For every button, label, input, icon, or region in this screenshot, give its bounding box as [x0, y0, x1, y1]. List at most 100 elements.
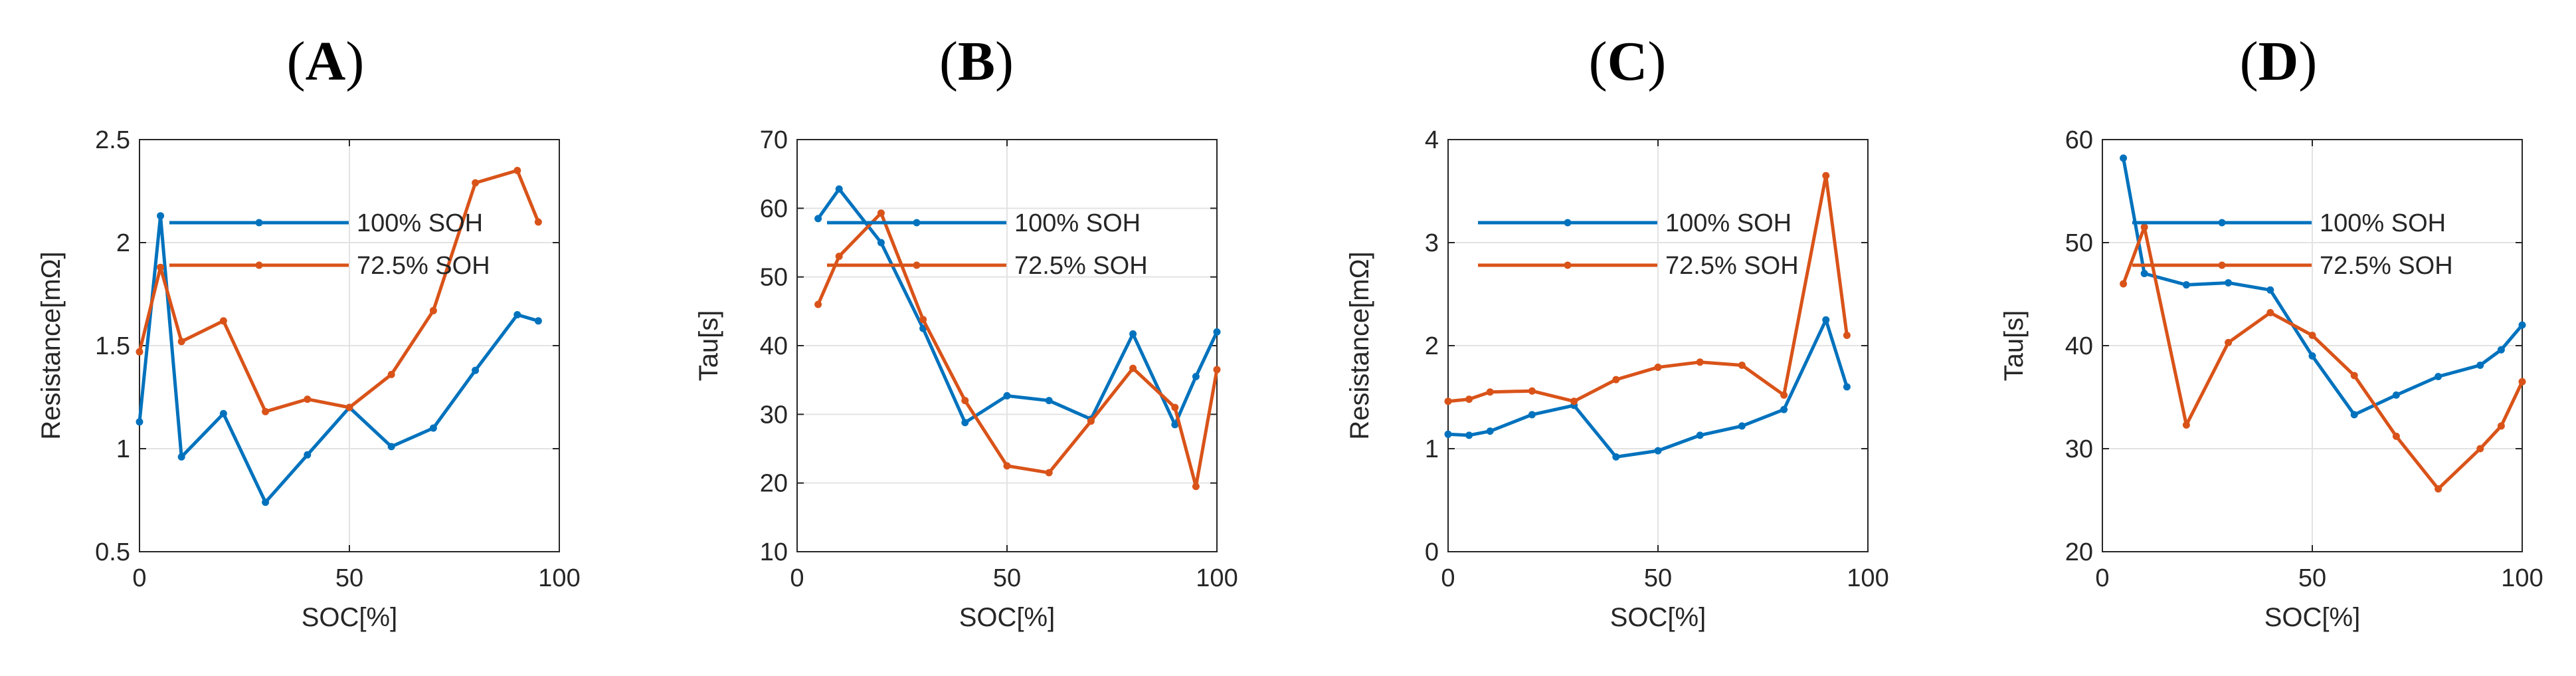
series-72-5-soh — [2120, 223, 2526, 493]
legend-label: 72.5% SOH — [357, 252, 490, 280]
data-point — [472, 366, 480, 374]
data-point — [835, 253, 843, 261]
y-tick-label: 40 — [2065, 332, 2093, 360]
data-point — [877, 239, 885, 247]
legend-label: 72.5% SOH — [1014, 252, 1148, 280]
chart-panel-d: (D) 0 50 100 20 30 40 50 60 SOC[%] Tau[s] 100% SOH 7… — [1999, 31, 2543, 632]
y-tick-label: 3 — [1425, 229, 1439, 257]
legend-marker — [1564, 219, 1572, 227]
data-point — [1696, 431, 1704, 439]
series-72-5-soh — [136, 167, 542, 415]
data-point — [835, 185, 843, 193]
x-tick-label: 0 — [2095, 564, 2109, 592]
data-point — [1528, 387, 1536, 395]
y-tick-label: 30 — [760, 401, 788, 429]
panel-title: (C) — [1589, 31, 1667, 92]
data-point — [1780, 405, 1788, 413]
data-point — [177, 453, 185, 461]
y-axis-label: Resistance[mΩ] — [1345, 251, 1374, 439]
x-axis-label: SOC[%] — [1610, 603, 1706, 632]
x-tick-label: 100 — [1847, 564, 1888, 592]
legend: 100% SOH 72.5% SOH — [827, 209, 1148, 280]
data-point — [1654, 447, 1662, 455]
data-point — [1486, 427, 1494, 435]
data-point — [304, 395, 312, 403]
data-point — [1087, 417, 1095, 425]
data-point — [2350, 372, 2358, 380]
y-axis-label: Resistance[mΩ] — [37, 251, 66, 439]
data-point — [2140, 223, 2148, 231]
y-tick-label: 10 — [760, 538, 788, 566]
data-point — [961, 419, 969, 427]
series-line — [1447, 173, 1849, 403]
y-tick-label: 1 — [116, 435, 130, 463]
data-point — [2120, 280, 2128, 288]
legend: 100% SOH 72.5% SOH — [1478, 209, 1799, 280]
panel-title: (A) — [287, 31, 365, 92]
panel-title: (B) — [939, 31, 1014, 92]
y-tick-label: 2 — [116, 229, 130, 257]
data-point — [157, 263, 165, 271]
data-point — [1612, 453, 1620, 461]
data-point — [2392, 432, 2400, 440]
data-point — [1822, 171, 1830, 179]
data-point — [1003, 462, 1011, 470]
data-point — [2225, 338, 2233, 346]
data-point — [1171, 421, 1179, 429]
y-tick-label: 50 — [760, 264, 788, 292]
data-point — [2308, 352, 2316, 360]
series-72-5-soh — [814, 209, 1221, 491]
y-tick-label: 40 — [760, 332, 788, 360]
series-100-soh — [1444, 316, 1851, 461]
data-point — [2266, 286, 2274, 294]
x-tick-label: 50 — [1644, 564, 1672, 592]
legend-marker — [2218, 219, 2226, 227]
y-tick-label: 1 — [1425, 435, 1439, 463]
y-tick-label: 60 — [2065, 126, 2093, 154]
data-point — [2497, 346, 2505, 354]
series-line — [138, 169, 540, 413]
legend-label: 100% SOH — [2320, 209, 2446, 237]
data-point — [2182, 421, 2190, 429]
data-point — [919, 316, 927, 324]
data-point — [1192, 373, 1200, 380]
x-axis-label: SOC[%] — [2264, 603, 2360, 632]
data-point — [1822, 316, 1830, 324]
y-axis-label: Tau[s] — [1999, 310, 2029, 382]
data-point — [1003, 392, 1011, 399]
y-tick-label: 0.5 — [95, 538, 130, 566]
data-point — [1843, 383, 1851, 391]
data-point — [2518, 321, 2526, 329]
x-tick-label: 0 — [790, 564, 804, 592]
data-point — [513, 311, 521, 318]
data-point — [429, 424, 437, 432]
data-point — [2266, 308, 2274, 316]
data-point — [1780, 391, 1788, 399]
data-point — [2476, 361, 2484, 369]
data-point — [2435, 373, 2442, 380]
data-point — [304, 451, 312, 459]
data-point — [2140, 270, 2148, 277]
y-tick-label: 70 — [760, 126, 788, 154]
y-tick-label: 50 — [2065, 229, 2093, 257]
data-point — [814, 300, 822, 308]
y-tick-label: 20 — [2065, 538, 2093, 566]
y-tick-label: 1.5 — [95, 332, 130, 360]
data-point — [1192, 483, 1200, 491]
data-point — [136, 348, 143, 356]
data-point — [1738, 361, 1746, 369]
data-point — [961, 397, 969, 405]
series-100-soh — [2120, 154, 2526, 419]
data-point — [262, 499, 270, 507]
legend-label: 72.5% SOH — [2320, 252, 2453, 280]
data-point — [387, 443, 395, 451]
data-point — [877, 209, 885, 217]
y-tick-label: 20 — [760, 470, 788, 498]
data-point — [1843, 332, 1851, 339]
data-point — [157, 212, 165, 220]
data-point — [2435, 485, 2442, 493]
panel-title: (D) — [2240, 31, 2318, 92]
x-axis-label: SOC[%] — [302, 603, 397, 632]
x-tick-label: 100 — [1196, 564, 1238, 592]
